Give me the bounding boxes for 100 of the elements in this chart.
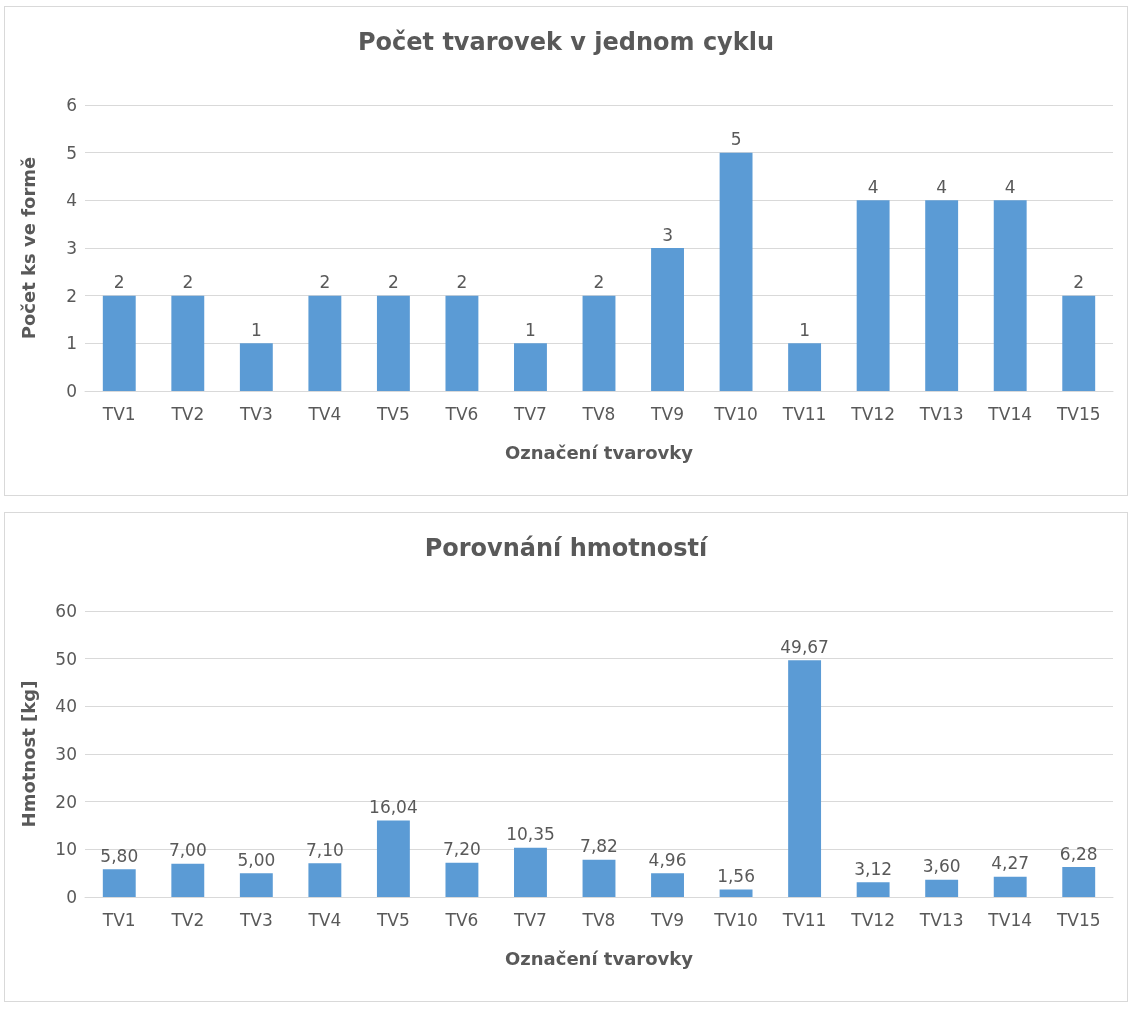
data-label: 2 — [593, 272, 605, 293]
x-tick-label: TV13 — [918, 909, 964, 930]
x-tick-label: TV3 — [238, 909, 273, 930]
y-tick-label: 4 — [66, 190, 77, 211]
x-tick-label: TV10 — [713, 403, 758, 424]
bar — [993, 876, 1027, 897]
y-tick-label: 5 — [66, 142, 77, 163]
y-tick-label: 30 — [55, 744, 77, 764]
y-tick-label: 2 — [66, 285, 77, 306]
bar — [651, 873, 684, 897]
data-label: 2 — [1073, 272, 1085, 293]
x-tick-label: TV8 — [581, 403, 616, 424]
y-axis-title: Hmotnost [kg] — [17, 680, 39, 828]
data-label: 5 — [730, 129, 742, 150]
data-label: 3,60 — [922, 856, 961, 877]
x-tick-label: TV6 — [444, 403, 479, 424]
bar — [376, 295, 410, 391]
bar — [308, 295, 342, 391]
data-label: 10,35 — [506, 824, 555, 845]
data-label: 7,20 — [443, 839, 481, 860]
bar — [102, 295, 136, 391]
bar — [376, 820, 410, 897]
bar — [1062, 867, 1096, 897]
bar — [514, 847, 547, 897]
bar — [856, 200, 890, 391]
bar — [445, 295, 479, 391]
x-tick-label: TV7 — [513, 403, 547, 424]
y-axis-title: Počet ks ve formě — [17, 156, 39, 340]
y-tick-label: 60 — [55, 601, 77, 621]
bar — [925, 200, 959, 391]
data-label: 4 — [936, 176, 948, 197]
x-tick-label: TV11 — [781, 909, 827, 930]
bar — [993, 200, 1027, 391]
x-tick-label: TV7 — [513, 909, 547, 930]
data-label: 1 — [250, 319, 262, 340]
bar — [582, 859, 616, 897]
bar — [856, 882, 890, 897]
x-tick-label: TV3 — [238, 403, 273, 424]
x-tick-label: TV15 — [1055, 909, 1101, 930]
bar — [308, 863, 342, 897]
bar — [719, 889, 753, 897]
data-label: 4 — [1004, 176, 1016, 197]
x-tick-label: TV14 — [987, 909, 1033, 930]
data-label: 16,04 — [369, 797, 418, 818]
bar — [788, 343, 822, 391]
data-label: 3,12 — [854, 858, 893, 879]
data-label: 7,10 — [305, 839, 344, 860]
data-label: 2 — [456, 272, 468, 293]
x-tick-label: TV2 — [170, 909, 205, 930]
bar — [719, 152, 753, 391]
data-label: 49,67 — [780, 636, 829, 657]
data-label: 2 — [113, 272, 125, 293]
x-axis-title: Označení tvarovky — [504, 947, 694, 969]
x-tick-label: TV8 — [581, 909, 616, 930]
bar — [788, 660, 822, 897]
y-tick-label: 0 — [66, 887, 77, 907]
bar — [925, 879, 959, 897]
bar — [239, 873, 273, 897]
data-label: 1 — [525, 319, 536, 340]
data-label: 2 — [387, 272, 399, 293]
data-label: 5,00 — [237, 849, 276, 870]
y-tick-label: 1 — [66, 333, 77, 354]
x-tick-label: TV10 — [713, 909, 758, 930]
data-label: 4,96 — [648, 849, 687, 870]
bar — [171, 863, 205, 897]
y-tick-label: 0 — [66, 381, 77, 401]
data-label: 3 — [662, 224, 673, 245]
y-tick-label: 10 — [55, 839, 77, 860]
x-tick-label: TV4 — [307, 403, 342, 424]
data-label: 2 — [182, 272, 194, 293]
data-label: 7,82 — [580, 836, 618, 857]
data-label: 7,00 — [168, 840, 207, 861]
bar — [445, 862, 479, 897]
bar — [1062, 295, 1096, 391]
bar — [102, 869, 136, 897]
x-tick-label: TV15 — [1055, 403, 1101, 424]
y-tick-label: 6 — [66, 95, 77, 115]
y-tick-label: 3 — [66, 238, 77, 258]
bar — [582, 295, 616, 391]
data-label: 1 — [799, 319, 811, 340]
bar — [239, 343, 273, 391]
x-tick-label: TV12 — [850, 403, 895, 424]
data-label: 5,80 — [100, 845, 139, 866]
x-tick-label: TV14 — [987, 403, 1033, 424]
y-tick-label: 50 — [55, 648, 77, 669]
y-tick-label: 20 — [55, 791, 77, 812]
y-tick-label: 40 — [55, 696, 77, 717]
x-tick-label: TV9 — [650, 909, 684, 930]
data-label: 2 — [319, 272, 331, 293]
chart-title: Počet tvarovek v jednom cyklu — [357, 28, 775, 56]
data-label: 1,56 — [717, 866, 755, 887]
x-tick-label: TV2 — [170, 403, 205, 424]
x-tick-label: TV6 — [444, 909, 479, 930]
data-label: 6,28 — [1059, 843, 1098, 864]
x-tick-label: TV13 — [918, 403, 964, 424]
chart-title: Porovnání hmotností — [424, 534, 710, 562]
bar — [651, 248, 684, 391]
x-axis-title: Označení tvarovky — [504, 441, 694, 463]
bar — [514, 343, 547, 391]
x-tick-label: TV9 — [650, 403, 684, 424]
